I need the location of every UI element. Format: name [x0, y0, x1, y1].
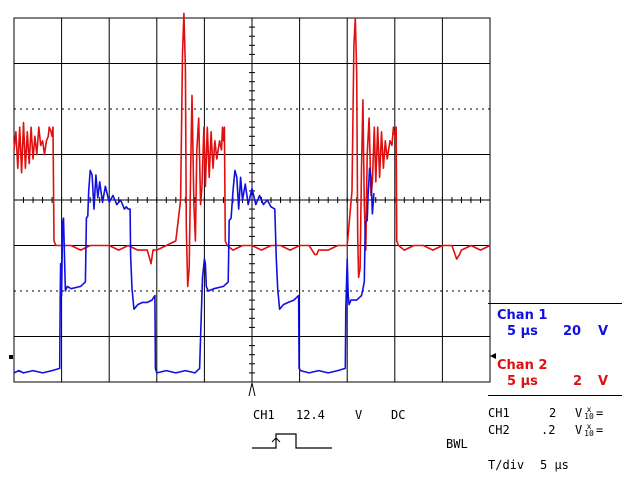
- probe-ch1-channel: CH1: [488, 406, 510, 420]
- trigger-position-arrow: [248, 382, 256, 397]
- probe-ch2-fraction-bottom: 10: [584, 429, 594, 438]
- probe-ch1-fraction-top: x: [586, 405, 592, 414]
- rising-edge-icon: [252, 433, 332, 449]
- probe-ch1-unit: V: [575, 406, 583, 420]
- level-markers: [9, 353, 496, 397]
- channel-2-unit: V: [598, 374, 609, 389]
- probe-ch1-volts: 2: [549, 406, 557, 420]
- probe-ch1-eq: =: [596, 406, 604, 420]
- channel-2-volts: 2: [573, 374, 583, 389]
- trigger-unit: V: [355, 408, 363, 422]
- graticule: [13, 17, 491, 383]
- channel-1-timebase: 5 μs: [507, 324, 538, 339]
- channel-1-volts: 20: [563, 324, 582, 339]
- probe-ch2-volts: .2: [541, 423, 556, 437]
- channel-box-separator-top: [488, 303, 622, 304]
- channel-2-timebase: 5 μs: [507, 374, 538, 389]
- waveforms: [13, 12, 491, 374]
- probe-ch2-channel: CH2: [488, 423, 510, 437]
- bandwidth-limit-label: BWL: [446, 437, 468, 451]
- time-per-div-label: T/div: [488, 458, 525, 472]
- channel-1-unit: V: [598, 324, 609, 339]
- channel-2-title: Chan 2: [497, 358, 548, 373]
- trigger-level: 12.4: [296, 408, 325, 422]
- time-per-div-value: 5 μs: [540, 458, 569, 472]
- channel-1-trace: [13, 12, 491, 288]
- probe-ch2-unit: V: [575, 423, 583, 437]
- ground-marker-left: [9, 355, 13, 359]
- channel-1-title: Chan 1: [497, 308, 548, 323]
- trigger-level-arrow: [490, 353, 496, 359]
- trigger-source: CH1: [253, 408, 275, 422]
- probe-ch1-fraction-bottom: 10: [584, 412, 594, 421]
- channel-box-separator-bottom: [488, 395, 622, 396]
- channel-2-trace: [13, 167, 375, 374]
- probe-ch2-eq: =: [596, 423, 604, 437]
- trigger-coupling: DC: [391, 408, 406, 422]
- probe-ch2-fraction-top: x: [586, 422, 592, 431]
